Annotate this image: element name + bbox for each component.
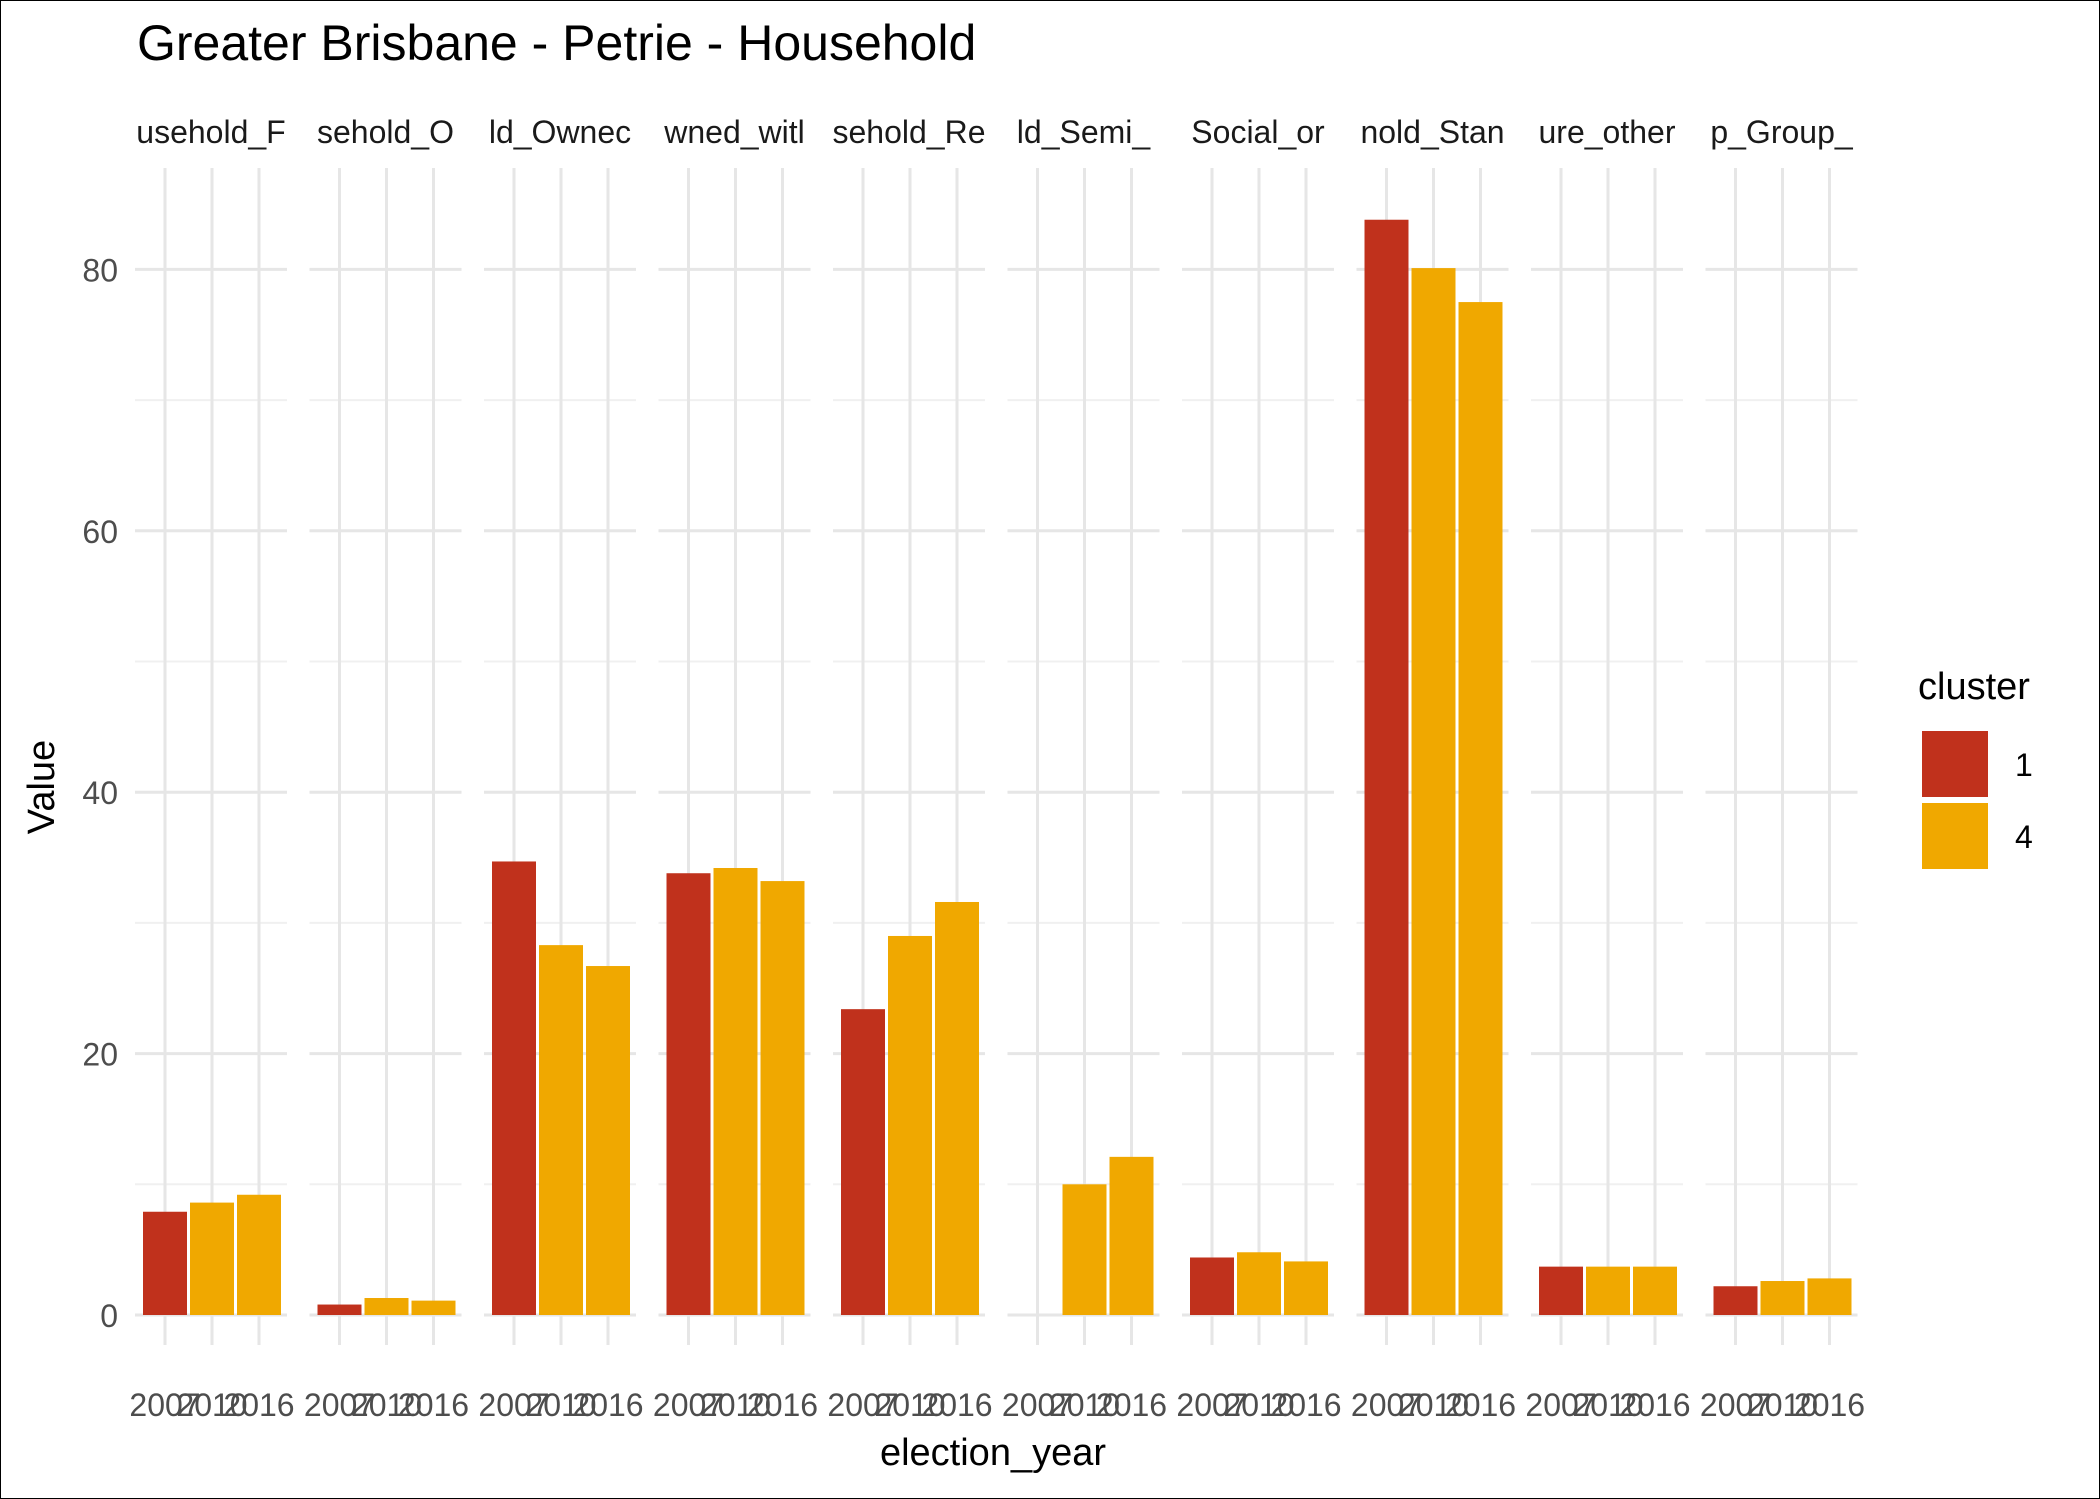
x-tick-label: 2007: [129, 1387, 200, 1423]
x-tick-label: 2010: [1747, 1387, 1818, 1423]
y-tick-label: 80: [82, 252, 118, 288]
facet-strip-label: sehold_Re: [833, 114, 986, 150]
bar: [760, 881, 805, 1315]
x-tick-label: 2016: [1270, 1387, 1341, 1423]
x-tick-label: 2010: [525, 1387, 596, 1423]
facet-strip-label: sehold_O: [317, 114, 454, 150]
x-tick-label: 2010: [176, 1387, 247, 1423]
x-axis-label: election_year: [880, 1432, 1106, 1474]
bar: [1807, 1278, 1852, 1315]
x-tick-label: 2007: [304, 1387, 375, 1423]
legend: cluster 1 4: [1918, 666, 2033, 869]
x-tick-label: 2010: [1398, 1387, 1469, 1423]
bar: [1364, 219, 1409, 1315]
x-tick-label: 2016: [572, 1387, 643, 1423]
bar: [1633, 1266, 1677, 1315]
bar: [492, 861, 536, 1315]
bar: [1109, 1156, 1154, 1315]
bar: [1539, 1266, 1583, 1315]
x-tick-label: 2016: [1096, 1387, 1167, 1423]
x-tick-label: 2010: [874, 1387, 945, 1423]
bar: [841, 1009, 885, 1315]
x-tick-label: 2016: [398, 1387, 469, 1423]
x-tick-label: 2007: [1351, 1387, 1422, 1423]
bar: [1237, 1252, 1281, 1315]
y-tick-label: 60: [82, 514, 118, 550]
x-tick-label: 2010: [700, 1387, 771, 1423]
x-tick-label: 2010: [1223, 1387, 1294, 1423]
bar: [888, 935, 932, 1315]
x-tick-label: 2007: [1525, 1387, 1596, 1423]
x-tick-label: 2016: [1794, 1387, 1865, 1423]
y-axis: 0 20 40 60 80: [82, 252, 118, 1334]
facet-strip-label: ld_Ownec: [489, 114, 631, 150]
y-axis-label: Value: [21, 740, 63, 834]
facet-strip-label: wned_witl: [663, 114, 805, 150]
bar: [1586, 1266, 1630, 1315]
x-tick-label: 2007: [827, 1387, 898, 1423]
x-tick-label: 2016: [747, 1387, 818, 1423]
x-tick-label: 2007: [653, 1387, 724, 1423]
x-tick-label: 2007: [1176, 1387, 1247, 1423]
legend-key: [1922, 803, 1988, 869]
bar: [237, 1194, 281, 1315]
y-tick-label: 40: [82, 775, 118, 811]
x-tick-label: 2007: [478, 1387, 549, 1423]
panels-layer: usehold_F200720102016sehold_O20072010201…: [129, 114, 1865, 1423]
y-tick-label: 0: [100, 1298, 118, 1334]
x-tick-label: 2016: [1445, 1387, 1516, 1423]
facet-strip-label: nold_Stan: [1360, 114, 1504, 150]
facet-strip-label: Social_or: [1191, 114, 1325, 150]
bar: [317, 1304, 362, 1315]
chart-title: Greater Brisbane - Petrie - Household: [137, 15, 976, 71]
bar: [586, 966, 630, 1315]
bar: [666, 873, 711, 1315]
legend-label: 4: [2015, 819, 2033, 855]
x-tick-label: 2016: [223, 1387, 294, 1423]
facet-strip-label: ld_Semi_: [1017, 114, 1152, 150]
bar: [1760, 1281, 1805, 1315]
facet-strip-label: ure_other: [1539, 114, 1676, 150]
x-tick-label: 2010: [351, 1387, 422, 1423]
x-tick-label: 2007: [1700, 1387, 1771, 1423]
x-tick-label: 2007: [1002, 1387, 1073, 1423]
bar: [1284, 1261, 1328, 1315]
bar: [539, 945, 583, 1315]
bar: [1458, 302, 1503, 1315]
bar: [364, 1298, 409, 1315]
bar: [1411, 268, 1456, 1315]
bar: [411, 1300, 456, 1315]
bar: [1190, 1257, 1234, 1315]
bar: [190, 1202, 234, 1315]
bar: [1713, 1286, 1758, 1315]
legend-key: [1922, 731, 1988, 797]
bar: [935, 901, 979, 1315]
x-tick-label: 2010: [1572, 1387, 1643, 1423]
bar: [1062, 1184, 1107, 1315]
x-tick-label: 2016: [1619, 1387, 1690, 1423]
facet-strip-label: p_Group_: [1710, 114, 1854, 150]
x-tick-label: 2016: [921, 1387, 992, 1423]
x-tick-label: 2010: [1049, 1387, 1120, 1423]
bar: [713, 868, 758, 1315]
legend-title: cluster: [1918, 666, 2030, 708]
legend-label: 1: [2015, 747, 2033, 783]
y-tick-label: 20: [82, 1037, 118, 1073]
facet-strip-label: usehold_F: [136, 114, 285, 150]
bar: [143, 1211, 187, 1315]
